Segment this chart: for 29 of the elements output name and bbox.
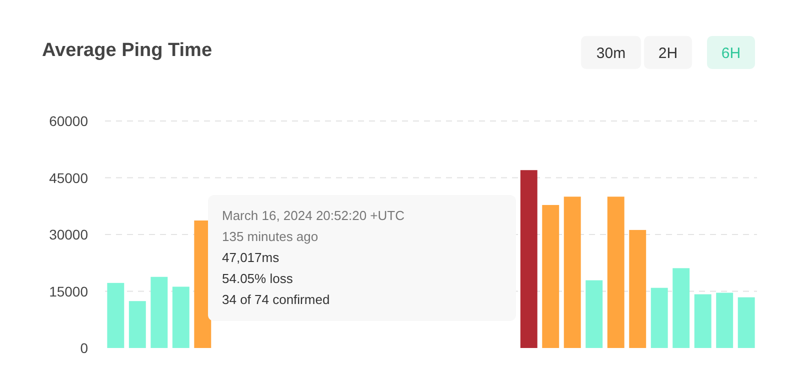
annotation: 135 minutes ago bbox=[222, 229, 318, 244]
bar bbox=[629, 230, 646, 348]
bar bbox=[128, 301, 146, 348]
annotation: 34 of 74 confirmed bbox=[222, 292, 330, 307]
y-tick-label: 30000 bbox=[49, 226, 88, 242]
bar bbox=[150, 276, 168, 348]
bar bbox=[607, 196, 624, 348]
bar bbox=[738, 297, 755, 348]
bar bbox=[172, 286, 190, 348]
annotation: 54.05% loss bbox=[222, 271, 294, 286]
text: 30m bbox=[596, 45, 626, 62]
annotation: March 16, 2024 20:52:20 +UTC bbox=[222, 208, 404, 223]
text: 6H bbox=[721, 45, 741, 62]
bar bbox=[564, 196, 581, 348]
bar bbox=[586, 280, 603, 348]
text: 2H bbox=[658, 45, 678, 62]
y-tick-label: 15000 bbox=[49, 283, 88, 300]
bar bbox=[672, 268, 690, 348]
annotation: 47,017ms bbox=[222, 250, 280, 265]
bar bbox=[716, 292, 734, 348]
bar bbox=[107, 282, 124, 348]
bar bbox=[520, 170, 538, 348]
bar bbox=[694, 294, 712, 348]
y-tick-label: 0 bbox=[80, 340, 88, 356]
y-tick-label: 60000 bbox=[49, 113, 88, 129]
y-tick-label: 45000 bbox=[49, 170, 88, 186]
bar bbox=[650, 288, 668, 348]
bar bbox=[542, 204, 560, 348]
chart-title: Average Ping Time bbox=[42, 40, 212, 61]
